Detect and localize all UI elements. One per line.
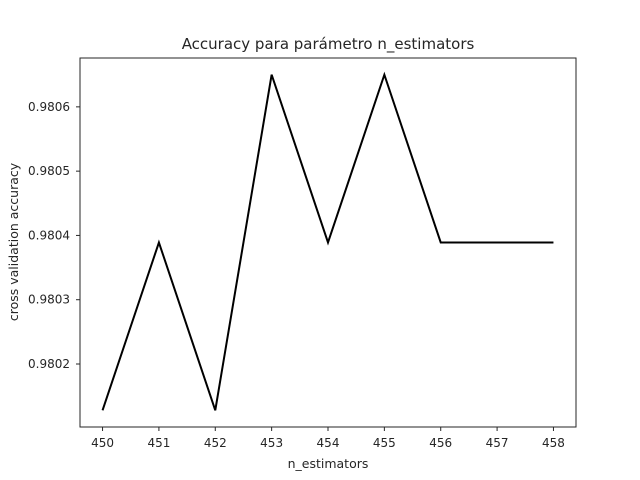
x-tick-label: 451	[147, 436, 170, 450]
y-tick-label: 0.9802	[28, 357, 70, 371]
x-tick-label: 457	[486, 436, 509, 450]
chart-title: Accuracy para parámetro n_estimators	[182, 35, 475, 54]
x-tick-label: 453	[260, 436, 283, 450]
x-tick-label: 458	[542, 436, 565, 450]
x-axis: 450 451 452 453 454 455 456 457 458	[91, 427, 565, 450]
x-tick-label: 454	[317, 436, 340, 450]
x-axis-label: n_estimators	[288, 456, 369, 471]
x-tick-label: 452	[204, 436, 227, 450]
y-axis: 0.9802 0.9803 0.9804 0.9805 0.9806	[28, 100, 80, 371]
series-line	[101, 71, 554, 411]
x-tick-label: 450	[91, 436, 114, 450]
y-tick-label: 0.9805	[28, 164, 70, 178]
x-tick-label: 455	[373, 436, 396, 450]
x-tick-label: 456	[429, 436, 452, 450]
y-tick-label: 0.9804	[28, 228, 70, 242]
y-tick-label: 0.9806	[28, 100, 70, 114]
y-tick-label: 0.9803	[28, 293, 70, 307]
y-axis-label: cross validation accuracy	[6, 162, 21, 321]
